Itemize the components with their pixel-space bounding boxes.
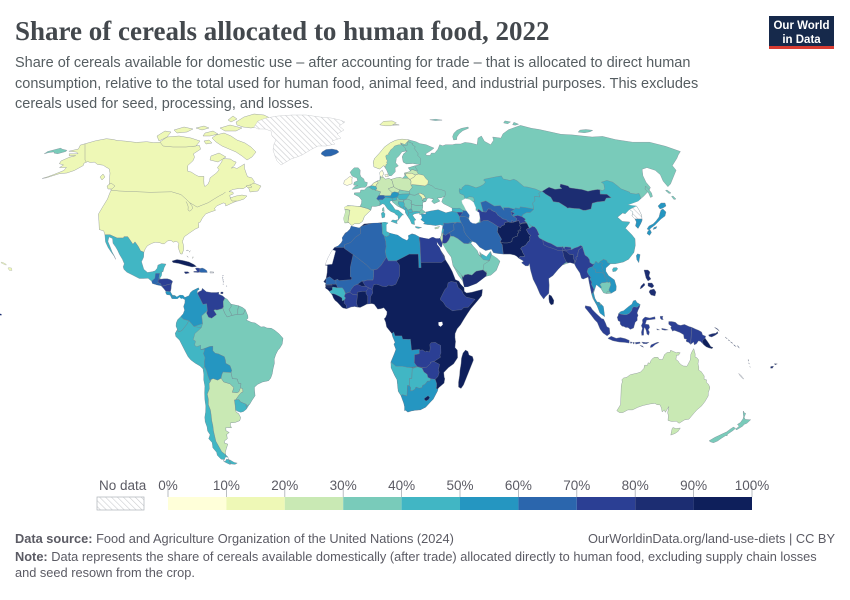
svg-text:No data: No data <box>99 478 147 493</box>
svg-text:60%: 60% <box>505 478 532 493</box>
svg-text:50%: 50% <box>446 478 473 493</box>
svg-text:100%: 100% <box>735 478 770 493</box>
svg-text:40%: 40% <box>388 478 415 493</box>
svg-text:20%: 20% <box>271 478 298 493</box>
svg-text:30%: 30% <box>330 478 357 493</box>
svg-text:90%: 90% <box>680 478 707 493</box>
svg-text:10%: 10% <box>213 478 240 493</box>
svg-text:80%: 80% <box>622 478 649 493</box>
svg-text:0%: 0% <box>158 478 178 493</box>
svg-text:70%: 70% <box>563 478 590 493</box>
